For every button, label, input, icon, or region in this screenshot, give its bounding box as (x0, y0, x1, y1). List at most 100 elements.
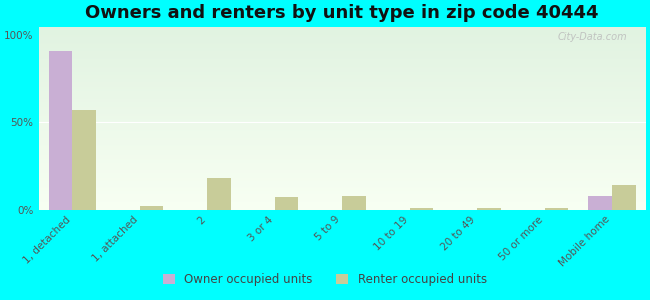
Bar (38, 110, 646, 111)
Bar (38, 42, 646, 43)
Bar (38, 75, 646, 76)
Bar (38, 138, 646, 139)
Bar (38, 122, 646, 123)
Bar (38, 63, 646, 64)
Bar (38, 53, 646, 54)
Bar (38, 193, 646, 194)
Bar (38, 154, 646, 155)
Text: City-Data.com: City-Data.com (558, 32, 628, 42)
Bar (38, 58, 646, 59)
Title: Owners and renters by unit type in zip code 40444: Owners and renters by unit type in zip c… (85, 4, 599, 22)
Bar (38, 141, 646, 142)
Bar (38, 208, 646, 209)
Bar (38, 198, 646, 199)
Bar (38, 111, 646, 112)
Bar (38, 166, 646, 167)
Bar (38, 170, 646, 171)
Bar (38, 89, 646, 90)
Bar (588, 196, 612, 209)
Bar (38, 191, 646, 192)
Bar (38, 155, 646, 156)
Bar (38, 44, 646, 45)
Bar (38, 92, 646, 93)
Bar (38, 164, 646, 165)
Bar (38, 76, 646, 77)
Bar (38, 54, 646, 55)
Bar (38, 139, 646, 140)
Bar (38, 125, 646, 126)
Bar (38, 52, 646, 53)
Bar (38, 60, 646, 61)
Bar (38, 158, 646, 159)
Bar (38, 67, 646, 68)
Bar (38, 129, 646, 130)
Bar (38, 140, 646, 141)
Bar (38, 152, 646, 153)
Bar (38, 126, 646, 127)
Bar (38, 32, 646, 33)
Bar (38, 161, 646, 162)
Bar (38, 176, 646, 177)
Bar (38, 80, 646, 81)
Bar (38, 79, 646, 80)
Bar (612, 185, 636, 209)
Bar (38, 57, 646, 58)
Bar (38, 192, 646, 193)
Bar (38, 130, 646, 131)
Bar (38, 78, 646, 79)
Bar (38, 51, 646, 52)
Bar (38, 167, 646, 168)
Bar (38, 28, 646, 29)
Bar (38, 98, 646, 99)
Bar (38, 71, 646, 72)
Bar (38, 206, 646, 207)
Legend: Owner occupied units, Renter occupied units: Owner occupied units, Renter occupied un… (159, 269, 491, 291)
Bar (38, 181, 646, 182)
Bar (38, 99, 646, 100)
Bar (38, 70, 646, 71)
Bar (38, 127, 646, 128)
Bar (410, 208, 434, 209)
Bar (38, 183, 646, 184)
Bar (275, 197, 298, 209)
Bar (38, 88, 646, 89)
Bar (38, 119, 646, 120)
Bar (38, 143, 646, 144)
Bar (38, 203, 646, 204)
Bar (38, 188, 646, 189)
Bar (477, 208, 500, 209)
Bar (38, 189, 646, 190)
Bar (38, 108, 646, 109)
Bar (38, 162, 646, 163)
Bar (38, 47, 646, 49)
Bar (38, 36, 646, 37)
Bar (38, 147, 646, 148)
Bar (38, 112, 646, 113)
Bar (38, 153, 646, 154)
Bar (38, 30, 646, 31)
Bar (38, 142, 646, 143)
Bar (38, 134, 646, 135)
Bar (38, 117, 646, 118)
Bar (38, 62, 646, 63)
Bar (38, 200, 646, 201)
Bar (38, 86, 646, 87)
Bar (38, 205, 646, 206)
Bar (38, 100, 646, 101)
Bar (38, 114, 646, 115)
Bar (38, 40, 646, 41)
Bar (38, 45, 646, 46)
Bar (38, 74, 646, 75)
Bar (207, 178, 231, 209)
Bar (38, 94, 646, 95)
Bar (38, 90, 646, 91)
Bar (38, 113, 646, 114)
Bar (38, 146, 646, 147)
Bar (38, 65, 646, 66)
Bar (38, 165, 646, 166)
Bar (38, 72, 646, 73)
Bar (38, 163, 646, 164)
Bar (38, 123, 646, 124)
Bar (38, 49, 646, 50)
Bar (38, 118, 646, 119)
